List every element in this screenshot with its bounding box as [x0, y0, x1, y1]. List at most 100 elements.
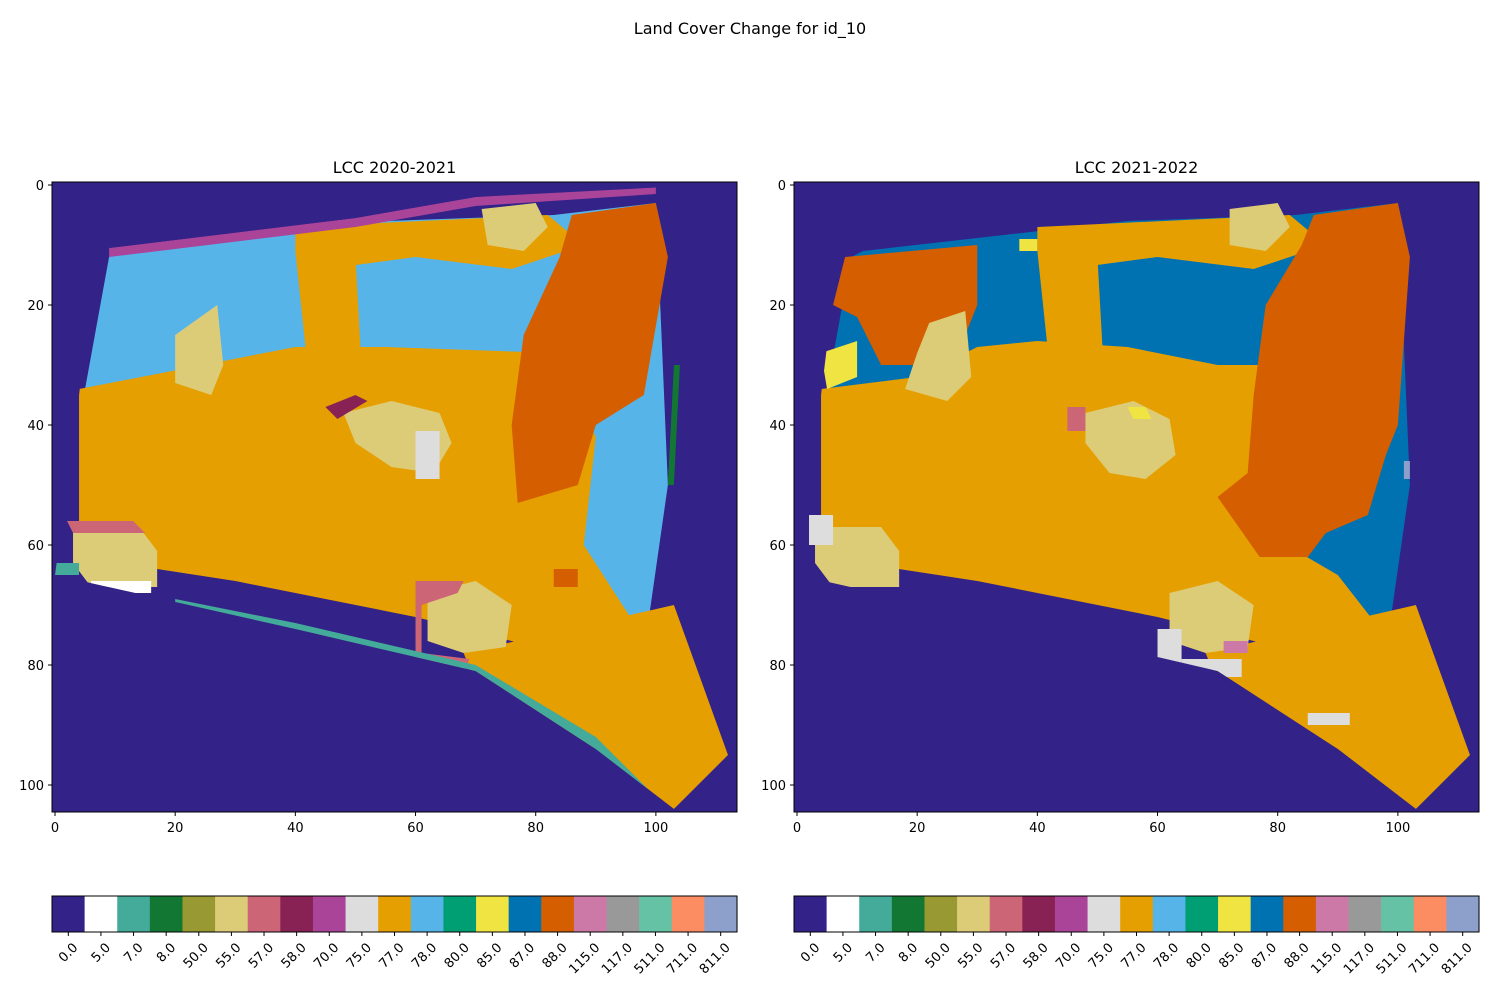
colorbar-tick-label: 811.0 — [1439, 940, 1476, 977]
colorbar-swatch — [891, 896, 926, 932]
region-class-70 — [109, 185, 656, 257]
panel-1: LCC 2020-2021 0 20 40 60 80 100 0 20 40 60 80 100 — [19, 158, 738, 836]
colorbar-tick-label: 711.0 — [1406, 940, 1443, 977]
colorbars-group: 0.0 5.0 7.0 8.0 50.0 55.0 57.0 58.0 70.0 75.0 77.0… — [51, 895, 1480, 977]
colorbar-tick-label: 87.0 — [1249, 940, 1280, 971]
colorbar-swatch — [826, 896, 860, 932]
region-class-77 — [79, 347, 638, 665]
region-class-85 — [1127, 407, 1152, 419]
colorbar-tick-label: 80.0 — [442, 940, 473, 971]
region-class-55 — [427, 581, 512, 653]
colorbar-1: 0.0 5.0 7.0 8.0 50.0 55.0 57.0 58.0 70.0 75.0 77.0… — [51, 895, 738, 977]
colorbar-tick-label: 75.0 — [1086, 940, 1117, 971]
colorbar-tick-label: 50.0 — [181, 940, 212, 971]
y-tick-label: 20 — [769, 299, 786, 314]
figure-suptitle: Land Cover Change for id_10 — [634, 19, 866, 39]
region-class-85 — [1019, 239, 1038, 251]
region-class-55 — [815, 527, 900, 587]
colorbar-tick-label: 5.0 — [89, 940, 114, 965]
colorbar-swatch — [1283, 896, 1317, 932]
colorbar-swatch — [84, 896, 118, 932]
colorbar-tick-label: 58.0 — [1021, 940, 1052, 971]
colorbar-swatch — [280, 896, 314, 932]
region-class-75 — [415, 431, 440, 479]
region-class-55 — [1085, 401, 1176, 479]
colorbar-swatch — [704, 896, 738, 932]
x-tick-label: 100 — [643, 821, 668, 836]
region-class-55 — [481, 203, 548, 251]
x-tick-label: 20 — [909, 821, 926, 836]
colorbar-tick-label: 55.0 — [955, 940, 986, 971]
panel-title: LCC 2020-2021 — [333, 158, 457, 177]
colorbar-tick-label: 50.0 — [923, 940, 954, 971]
x-tick-label: 0 — [793, 821, 801, 836]
colorbar-tick-label: 85.0 — [474, 940, 505, 971]
colorbar-2: 0.0 5.0 7.0 8.0 50.0 55.0 57.0 58.0 70.0 75.0 77.0… — [793, 895, 1480, 977]
y-tick-label: 0 — [36, 179, 44, 194]
colorbar-tick-label: 77.0 — [1118, 940, 1149, 971]
colorbar-swatch — [1152, 896, 1187, 932]
colorbar-swatch — [639, 896, 673, 932]
region-class-88 — [1217, 203, 1410, 557]
colorbar-swatch — [1022, 896, 1056, 932]
region-class-55 — [73, 527, 158, 587]
x-tick-label: 60 — [1149, 821, 1166, 836]
colorbar-tick-label: 115.0 — [566, 940, 603, 977]
colorbar-swatch — [215, 896, 249, 932]
colorbar-tick-label: 75.0 — [344, 940, 375, 971]
colorbar-tick-label: 70.0 — [1053, 940, 1084, 971]
colorbar-tick-label: 58.0 — [279, 940, 310, 971]
colorbar-swatch — [1446, 896, 1480, 932]
y-tick-label: 40 — [27, 419, 44, 434]
region-class-115 — [1223, 641, 1248, 653]
panel-2: LCC 2021-2022 0 20 40 60 80 100 0 20 40 60 80 100 — [761, 158, 1480, 836]
x-tick-label: 60 — [407, 821, 424, 836]
region-class-57 — [1067, 407, 1086, 431]
colorbar-swatch — [1315, 896, 1350, 932]
raster-regions — [809, 203, 1470, 809]
colorbar-swatch — [443, 896, 477, 932]
colorbar-tick-label: 57.0 — [988, 940, 1019, 971]
colorbar-swatch — [606, 896, 640, 932]
colorbar-tick-label: 8.0 — [896, 940, 921, 965]
colorbar-swatch — [1087, 896, 1121, 932]
colorbar-swatch — [247, 896, 281, 932]
x-tick-label: 80 — [1269, 821, 1286, 836]
colorbar-swatch — [859, 896, 893, 932]
colorbar-tick-label: 7.0 — [121, 940, 146, 965]
region-class-55 — [905, 311, 972, 401]
colorbar-tick-label: 511.0 — [1374, 940, 1411, 977]
region-class-811 — [1403, 461, 1410, 479]
colorbar-tick-label: 0.0 — [56, 940, 81, 965]
colorbar-swatch — [1218, 896, 1252, 932]
colorbar-tick-label: 511.0 — [632, 940, 669, 977]
colorbar-swatch — [989, 896, 1023, 932]
region-class-77 — [1205, 605, 1470, 809]
y-tick-label: 80 — [769, 659, 786, 674]
axes-frame — [793, 181, 1480, 813]
y-tick-label: 100 — [761, 779, 786, 794]
colorbar-tick-label: 115.0 — [1308, 940, 1345, 977]
x-tick-label: 0 — [51, 821, 59, 836]
colorbar-swatch — [117, 896, 151, 932]
colorbar-tick-label: 80.0 — [1184, 940, 1215, 971]
colorbar-swatch — [671, 896, 705, 932]
colorbar-tick-label: 57.0 — [246, 940, 277, 971]
colorbar-swatch — [52, 896, 86, 932]
colorbar-tick-label: 5.0 — [831, 940, 856, 965]
colorbar-tick-label: 55.0 — [213, 940, 244, 971]
colorbar-swatch — [508, 896, 542, 932]
colorbar-swatch — [924, 896, 958, 932]
colorbar-swatch — [345, 896, 379, 932]
colorbar-swatch — [1348, 896, 1382, 932]
region-class-55 — [1169, 581, 1254, 653]
colorbar-tick-label: 117.0 — [1341, 940, 1378, 977]
colorbar-swatch — [1250, 896, 1284, 932]
colorbar-tick-label: 70.0 — [311, 940, 342, 971]
colorbar-tick-label: 8.0 — [154, 940, 179, 965]
colorbar-swatch — [410, 896, 445, 932]
colorbar-swatch — [378, 896, 412, 932]
y-tick-label: 100 — [19, 779, 44, 794]
y-tick-label: 80 — [27, 659, 44, 674]
